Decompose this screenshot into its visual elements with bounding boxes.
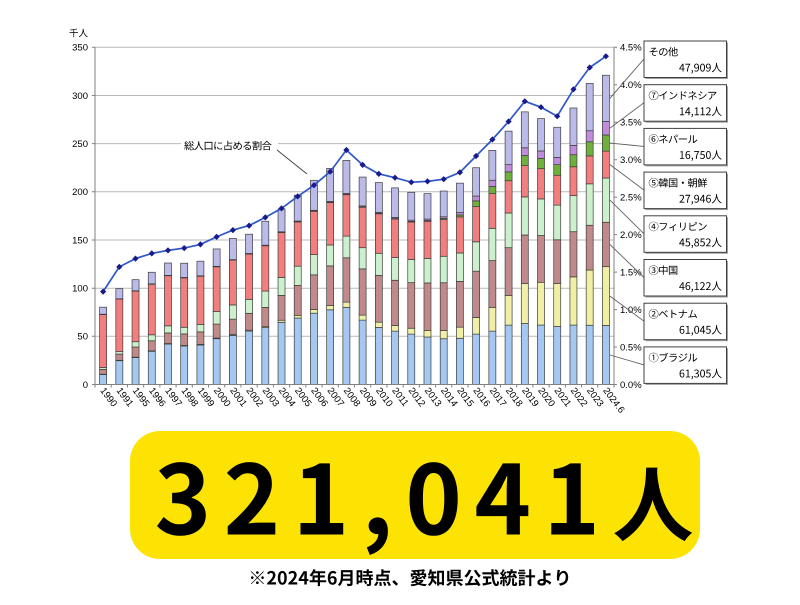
- svg-text:250: 250: [72, 139, 88, 150]
- svg-text:0: 0: [83, 380, 88, 391]
- svg-text:4.5%: 4.5%: [620, 43, 642, 54]
- svg-text:300: 300: [72, 91, 88, 102]
- svg-text:1.0%: 1.0%: [620, 305, 642, 316]
- svg-text:2.0%: 2.0%: [620, 230, 642, 241]
- svg-text:350: 350: [72, 43, 88, 54]
- svg-text:3.5%: 3.5%: [620, 118, 642, 129]
- svg-text:150: 150: [72, 235, 88, 246]
- svg-text:3.0%: 3.0%: [620, 155, 642, 166]
- svg-text:2.5%: 2.5%: [620, 193, 642, 204]
- svg-text:0.5%: 0.5%: [620, 342, 642, 353]
- svg-text:0.0%: 0.0%: [620, 380, 642, 391]
- svg-text:200: 200: [72, 187, 88, 198]
- svg-text:4.0%: 4.0%: [620, 80, 642, 91]
- svg-text:100: 100: [72, 284, 88, 295]
- svg-text:50: 50: [77, 332, 88, 343]
